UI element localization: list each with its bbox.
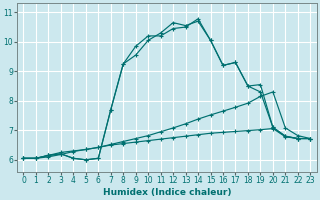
X-axis label: Humidex (Indice chaleur): Humidex (Indice chaleur) [103, 188, 231, 197]
